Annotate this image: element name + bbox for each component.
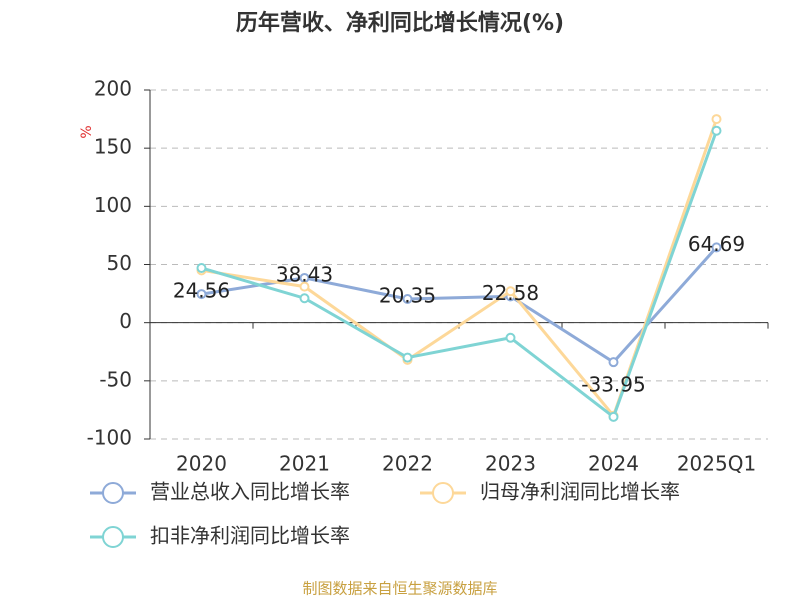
legend-marker (432, 482, 454, 504)
data-label: 64.69 (688, 232, 745, 256)
y-unit: % (79, 125, 95, 138)
data-label: 22.58 (482, 281, 539, 305)
data-label: 20.35 (379, 283, 436, 307)
legend-label: 营业总收入同比增长率 (150, 480, 350, 504)
data-point (402, 352, 413, 363)
chart-title: 历年营收、净利同比增长情况(%) (236, 10, 564, 36)
data-point (711, 242, 722, 253)
data-label: -33.95 (581, 373, 645, 397)
data-point (505, 332, 516, 343)
x-tick-label: 2025Q1 (677, 452, 756, 476)
legend-marker (102, 482, 124, 504)
data-point (711, 125, 722, 136)
data-point (608, 357, 619, 368)
data-point (505, 286, 516, 297)
series-line (201, 130, 718, 420)
source-note: 制图数据来自恒生聚源数据库 (302, 580, 497, 598)
x-tick-label: 2021 (279, 452, 330, 476)
y-tick-label: 100 (94, 193, 132, 217)
legend-label: 归母净利润同比增长率 (480, 480, 680, 504)
data-point (608, 411, 619, 422)
x-tick-label: 2023 (485, 452, 536, 476)
data-point (299, 281, 310, 292)
data-point (402, 293, 413, 304)
data-label: 38.43 (276, 262, 333, 286)
y-tick-label: 150 (94, 135, 132, 159)
legend-label: 扣非净利润同比增长率 (150, 524, 350, 548)
y-tick-label: 200 (94, 77, 132, 101)
data-point (299, 293, 310, 304)
legend-marker (102, 526, 124, 548)
data-point (711, 114, 722, 125)
y-tick-label: -50 (99, 367, 132, 391)
data-label: 24.56 (173, 279, 230, 303)
y-tick-label: 0 (119, 309, 132, 333)
x-tick-label: 2024 (588, 452, 639, 476)
y-tick-label: 50 (107, 251, 132, 275)
x-tick-label: 2022 (382, 452, 433, 476)
series-line (201, 246, 718, 365)
x-tick-label: 2020 (176, 452, 227, 476)
data-point (196, 262, 207, 273)
y-tick-label: -100 (87, 426, 132, 450)
data-point (196, 289, 207, 300)
